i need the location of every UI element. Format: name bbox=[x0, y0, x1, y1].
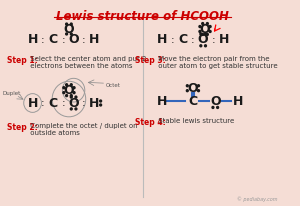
Circle shape bbox=[205, 45, 206, 47]
Text: Complete the octet / duplet on
 outside atoms: Complete the octet / duplet on outside a… bbox=[28, 123, 138, 136]
Text: Step 2:: Step 2: bbox=[8, 123, 38, 132]
Circle shape bbox=[205, 33, 206, 35]
Circle shape bbox=[66, 33, 68, 35]
Text: Select the center atom and put 2
 electrons between the atoms: Select the center atom and put 2 electro… bbox=[28, 56, 146, 69]
Circle shape bbox=[209, 30, 211, 33]
Text: © pediabay.com: © pediabay.com bbox=[237, 196, 278, 202]
Circle shape bbox=[73, 87, 75, 89]
Text: :: : bbox=[41, 98, 45, 108]
Text: O: O bbox=[68, 33, 79, 46]
Circle shape bbox=[200, 33, 202, 35]
Text: :: : bbox=[171, 35, 174, 45]
Circle shape bbox=[198, 85, 200, 87]
Circle shape bbox=[70, 95, 72, 97]
Text: :: : bbox=[191, 35, 195, 45]
Circle shape bbox=[186, 90, 188, 92]
Circle shape bbox=[70, 23, 72, 25]
Circle shape bbox=[217, 107, 218, 108]
Circle shape bbox=[75, 108, 77, 110]
Text: O: O bbox=[64, 84, 74, 97]
Text: H: H bbox=[89, 96, 99, 110]
Text: Step 1:: Step 1: bbox=[8, 56, 38, 65]
Circle shape bbox=[66, 23, 68, 25]
Circle shape bbox=[209, 26, 211, 28]
Text: O: O bbox=[198, 33, 208, 46]
Text: H: H bbox=[157, 33, 167, 46]
Text: H: H bbox=[89, 33, 99, 46]
Circle shape bbox=[202, 33, 204, 35]
Text: O: O bbox=[210, 95, 220, 108]
Text: Lewis structure of HCOOH: Lewis structure of HCOOH bbox=[56, 10, 229, 23]
Circle shape bbox=[73, 92, 75, 94]
Circle shape bbox=[63, 92, 65, 94]
Circle shape bbox=[200, 45, 202, 47]
Text: O: O bbox=[188, 82, 198, 95]
Text: H: H bbox=[157, 95, 167, 108]
Text: O: O bbox=[68, 96, 79, 110]
Text: C: C bbox=[49, 33, 58, 46]
Circle shape bbox=[202, 23, 204, 25]
Text: Step 3:: Step 3: bbox=[135, 56, 166, 65]
Circle shape bbox=[75, 96, 77, 98]
Text: Move the electron pair from the
 outer atom to get stable structure: Move the electron pair from the outer at… bbox=[156, 56, 277, 69]
Text: Step 4:: Step 4: bbox=[135, 118, 166, 127]
Text: O: O bbox=[64, 22, 74, 35]
Circle shape bbox=[186, 85, 188, 87]
Text: C: C bbox=[178, 33, 187, 46]
Circle shape bbox=[66, 84, 68, 86]
Text: Duplet: Duplet bbox=[3, 91, 21, 96]
Text: H: H bbox=[218, 33, 229, 46]
Circle shape bbox=[70, 84, 72, 86]
Circle shape bbox=[206, 33, 208, 35]
Text: :: : bbox=[212, 35, 215, 45]
Text: H: H bbox=[232, 95, 243, 108]
Text: :: : bbox=[82, 98, 86, 108]
Circle shape bbox=[212, 107, 214, 108]
Text: :: : bbox=[41, 35, 45, 45]
Text: C: C bbox=[49, 96, 58, 110]
Circle shape bbox=[100, 100, 102, 102]
Text: H: H bbox=[27, 96, 38, 110]
Circle shape bbox=[198, 90, 200, 92]
Circle shape bbox=[66, 95, 68, 97]
Text: O: O bbox=[200, 22, 210, 35]
Text: :: : bbox=[82, 35, 86, 45]
Circle shape bbox=[70, 96, 72, 98]
Circle shape bbox=[199, 26, 201, 28]
Circle shape bbox=[63, 87, 65, 89]
Circle shape bbox=[70, 33, 72, 35]
Text: C: C bbox=[188, 95, 197, 108]
Circle shape bbox=[70, 108, 72, 110]
Circle shape bbox=[199, 30, 201, 33]
Text: H: H bbox=[27, 33, 38, 46]
Text: :: : bbox=[61, 35, 65, 45]
Text: Stable lewis structure: Stable lewis structure bbox=[156, 118, 234, 124]
Text: Octet: Octet bbox=[105, 83, 120, 88]
Circle shape bbox=[206, 23, 208, 25]
Text: :: : bbox=[61, 98, 65, 108]
Circle shape bbox=[100, 104, 102, 106]
